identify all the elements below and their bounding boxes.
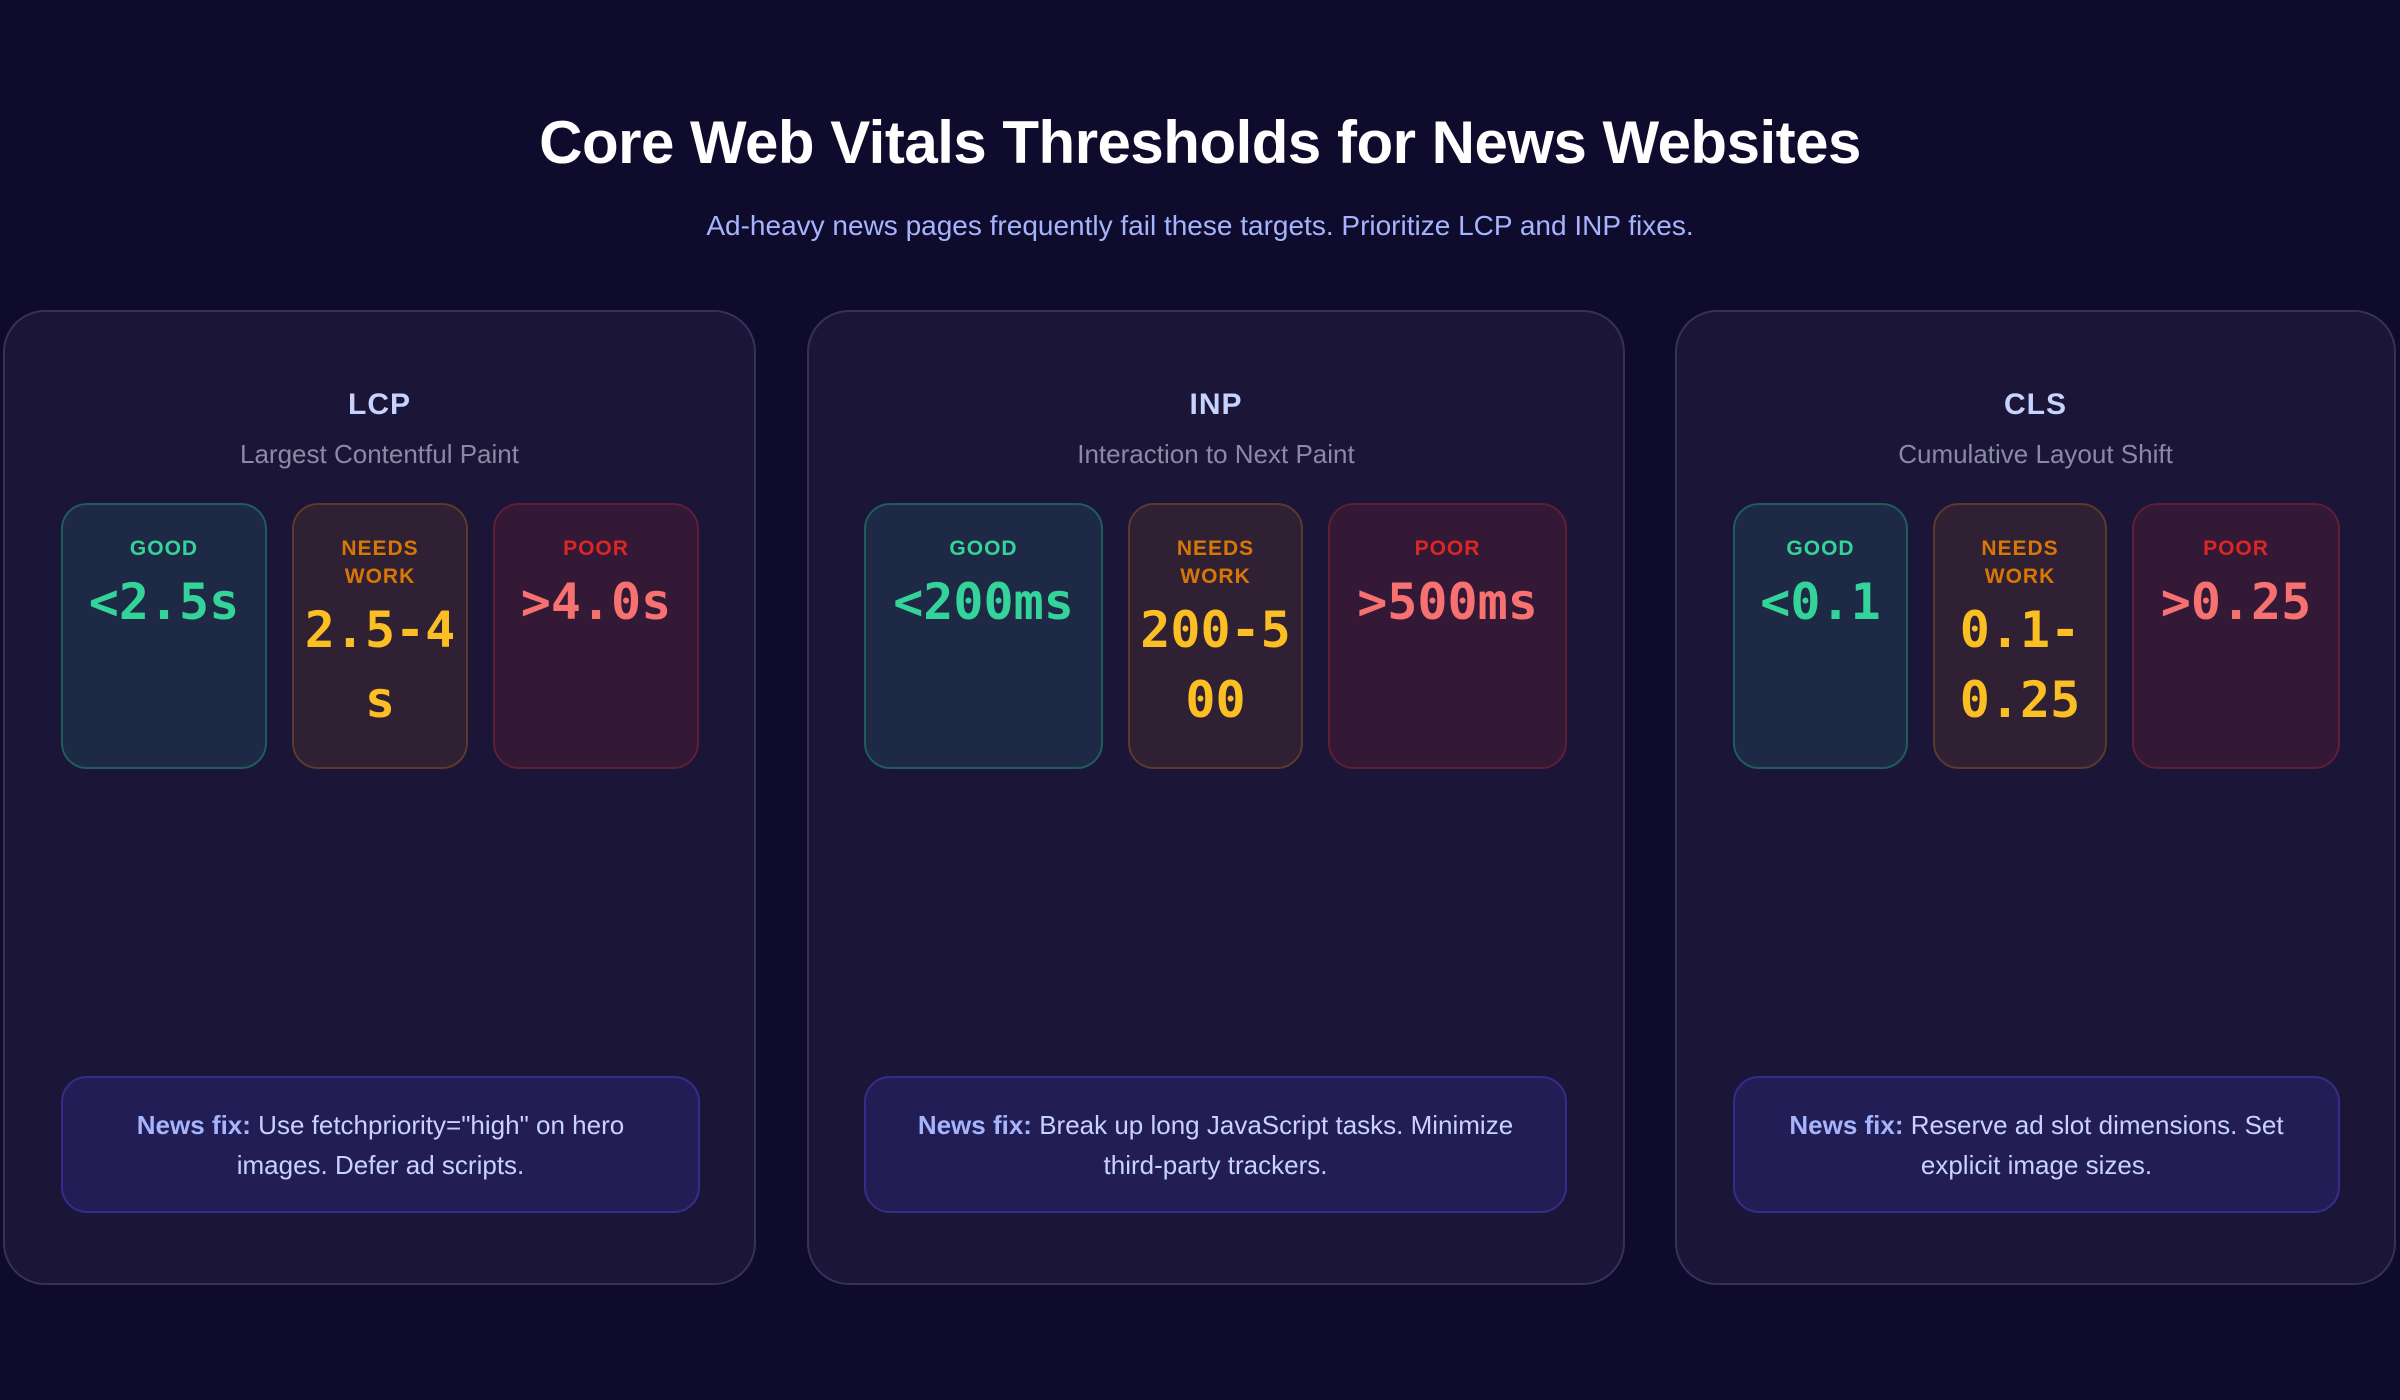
threshold-good: GOOD <2.5s (61, 503, 267, 769)
metric-card-cls: CLS Cumulative Layout Shift GOOD <0.1 NE… (1675, 310, 2396, 1285)
threshold-value: <2.5s (88, 573, 240, 631)
threshold-row: GOOD <2.5s NEEDS WORK 2.5-4s POOR >4.0s (61, 503, 699, 771)
threshold-good: GOOD <0.1 (1733, 503, 1908, 769)
threshold-poor: POOR >500ms (1328, 503, 1567, 769)
threshold-label: GOOD (129, 537, 199, 560)
threshold-label: GOOD (949, 537, 1018, 560)
threshold-value: <200ms (893, 573, 1074, 631)
threshold-value: >4.0s (520, 573, 672, 631)
metric-card-lcp: LCP Largest Contentful Paint GOOD <2.5s … (3, 310, 756, 1285)
threshold-needs-work: NEEDS WORK 0.1-0.25 (1933, 503, 2107, 769)
news-fix-text: News fix: Break up long JavaScript tasks… (906, 1105, 1525, 1185)
news-fix-box: News fix: Use fetchpriority="high" on he… (61, 1076, 700, 1213)
threshold-row: GOOD <200ms NEEDS WORK 200-500 POOR >500… (864, 503, 1567, 771)
threshold-label: POOR (2203, 537, 2269, 560)
threshold-value: >0.25 (2160, 573, 2312, 631)
threshold-value: <0.1 (1760, 573, 1881, 631)
metric-name: Largest Contentful Paint (240, 439, 519, 469)
threshold-label: NEEDS WORK (1176, 537, 1255, 588)
threshold-value: 0.1-0.25 (1959, 601, 2081, 729)
page-title: Core Web Vitals Thresholds for News Webs… (539, 109, 1861, 176)
news-fix-text: News fix: Reserve ad slot dimensions. Se… (1775, 1105, 2298, 1185)
news-fix-body: Break up long JavaScript tasks. Minimize… (1039, 1109, 1514, 1180)
news-fix-box: News fix: Break up long JavaScript tasks… (864, 1076, 1567, 1213)
news-fix-label: News fix: (1789, 1109, 1904, 1140)
threshold-label: GOOD (1786, 537, 1855, 560)
metric-card-inp: INP Interaction to Next Paint GOOD <200m… (807, 310, 1625, 1285)
metric-abbr: CLS (2004, 388, 2067, 421)
threshold-value: 200-500 (1140, 601, 1291, 729)
threshold-row: GOOD <0.1 NEEDS WORK 0.1-0.25 POOR >0.25 (1733, 503, 2340, 771)
threshold-label: POOR (563, 537, 629, 560)
threshold-needs-work: NEEDS WORK 2.5-4s (292, 503, 468, 769)
threshold-label: NEEDS WORK (341, 537, 419, 588)
threshold-label: POOR (1414, 537, 1481, 560)
news-fix-label: News fix: (136, 1109, 251, 1140)
threshold-poor: POOR >0.25 (2132, 503, 2340, 769)
threshold-poor: POOR >4.0s (493, 503, 699, 769)
news-fix-body: Use fetchpriority="high" on hero images.… (236, 1109, 625, 1180)
metric-abbr: LCP (348, 388, 411, 421)
news-fix-label: News fix: (917, 1109, 1032, 1140)
page-subtitle: Ad-heavy news pages frequently fail thes… (706, 210, 1694, 241)
news-fix-body: Reserve ad slot dimensions. Set explicit… (1910, 1109, 2284, 1180)
metric-abbr: INP (1189, 388, 1243, 421)
metric-name: Cumulative Layout Shift (1898, 439, 2173, 469)
threshold-needs-work: NEEDS WORK 200-500 (1128, 503, 1303, 769)
threshold-value: 2.5-4s (304, 601, 456, 729)
news-fix-text: News fix: Use fetchpriority="high" on he… (103, 1105, 658, 1185)
metric-name: Interaction to Next Paint (1077, 439, 1355, 469)
threshold-good: GOOD <200ms (864, 503, 1103, 769)
news-fix-box: News fix: Reserve ad slot dimensions. Se… (1733, 1076, 2340, 1213)
threshold-value: >500ms (1357, 573, 1538, 631)
threshold-label: NEEDS WORK (1981, 537, 2059, 588)
